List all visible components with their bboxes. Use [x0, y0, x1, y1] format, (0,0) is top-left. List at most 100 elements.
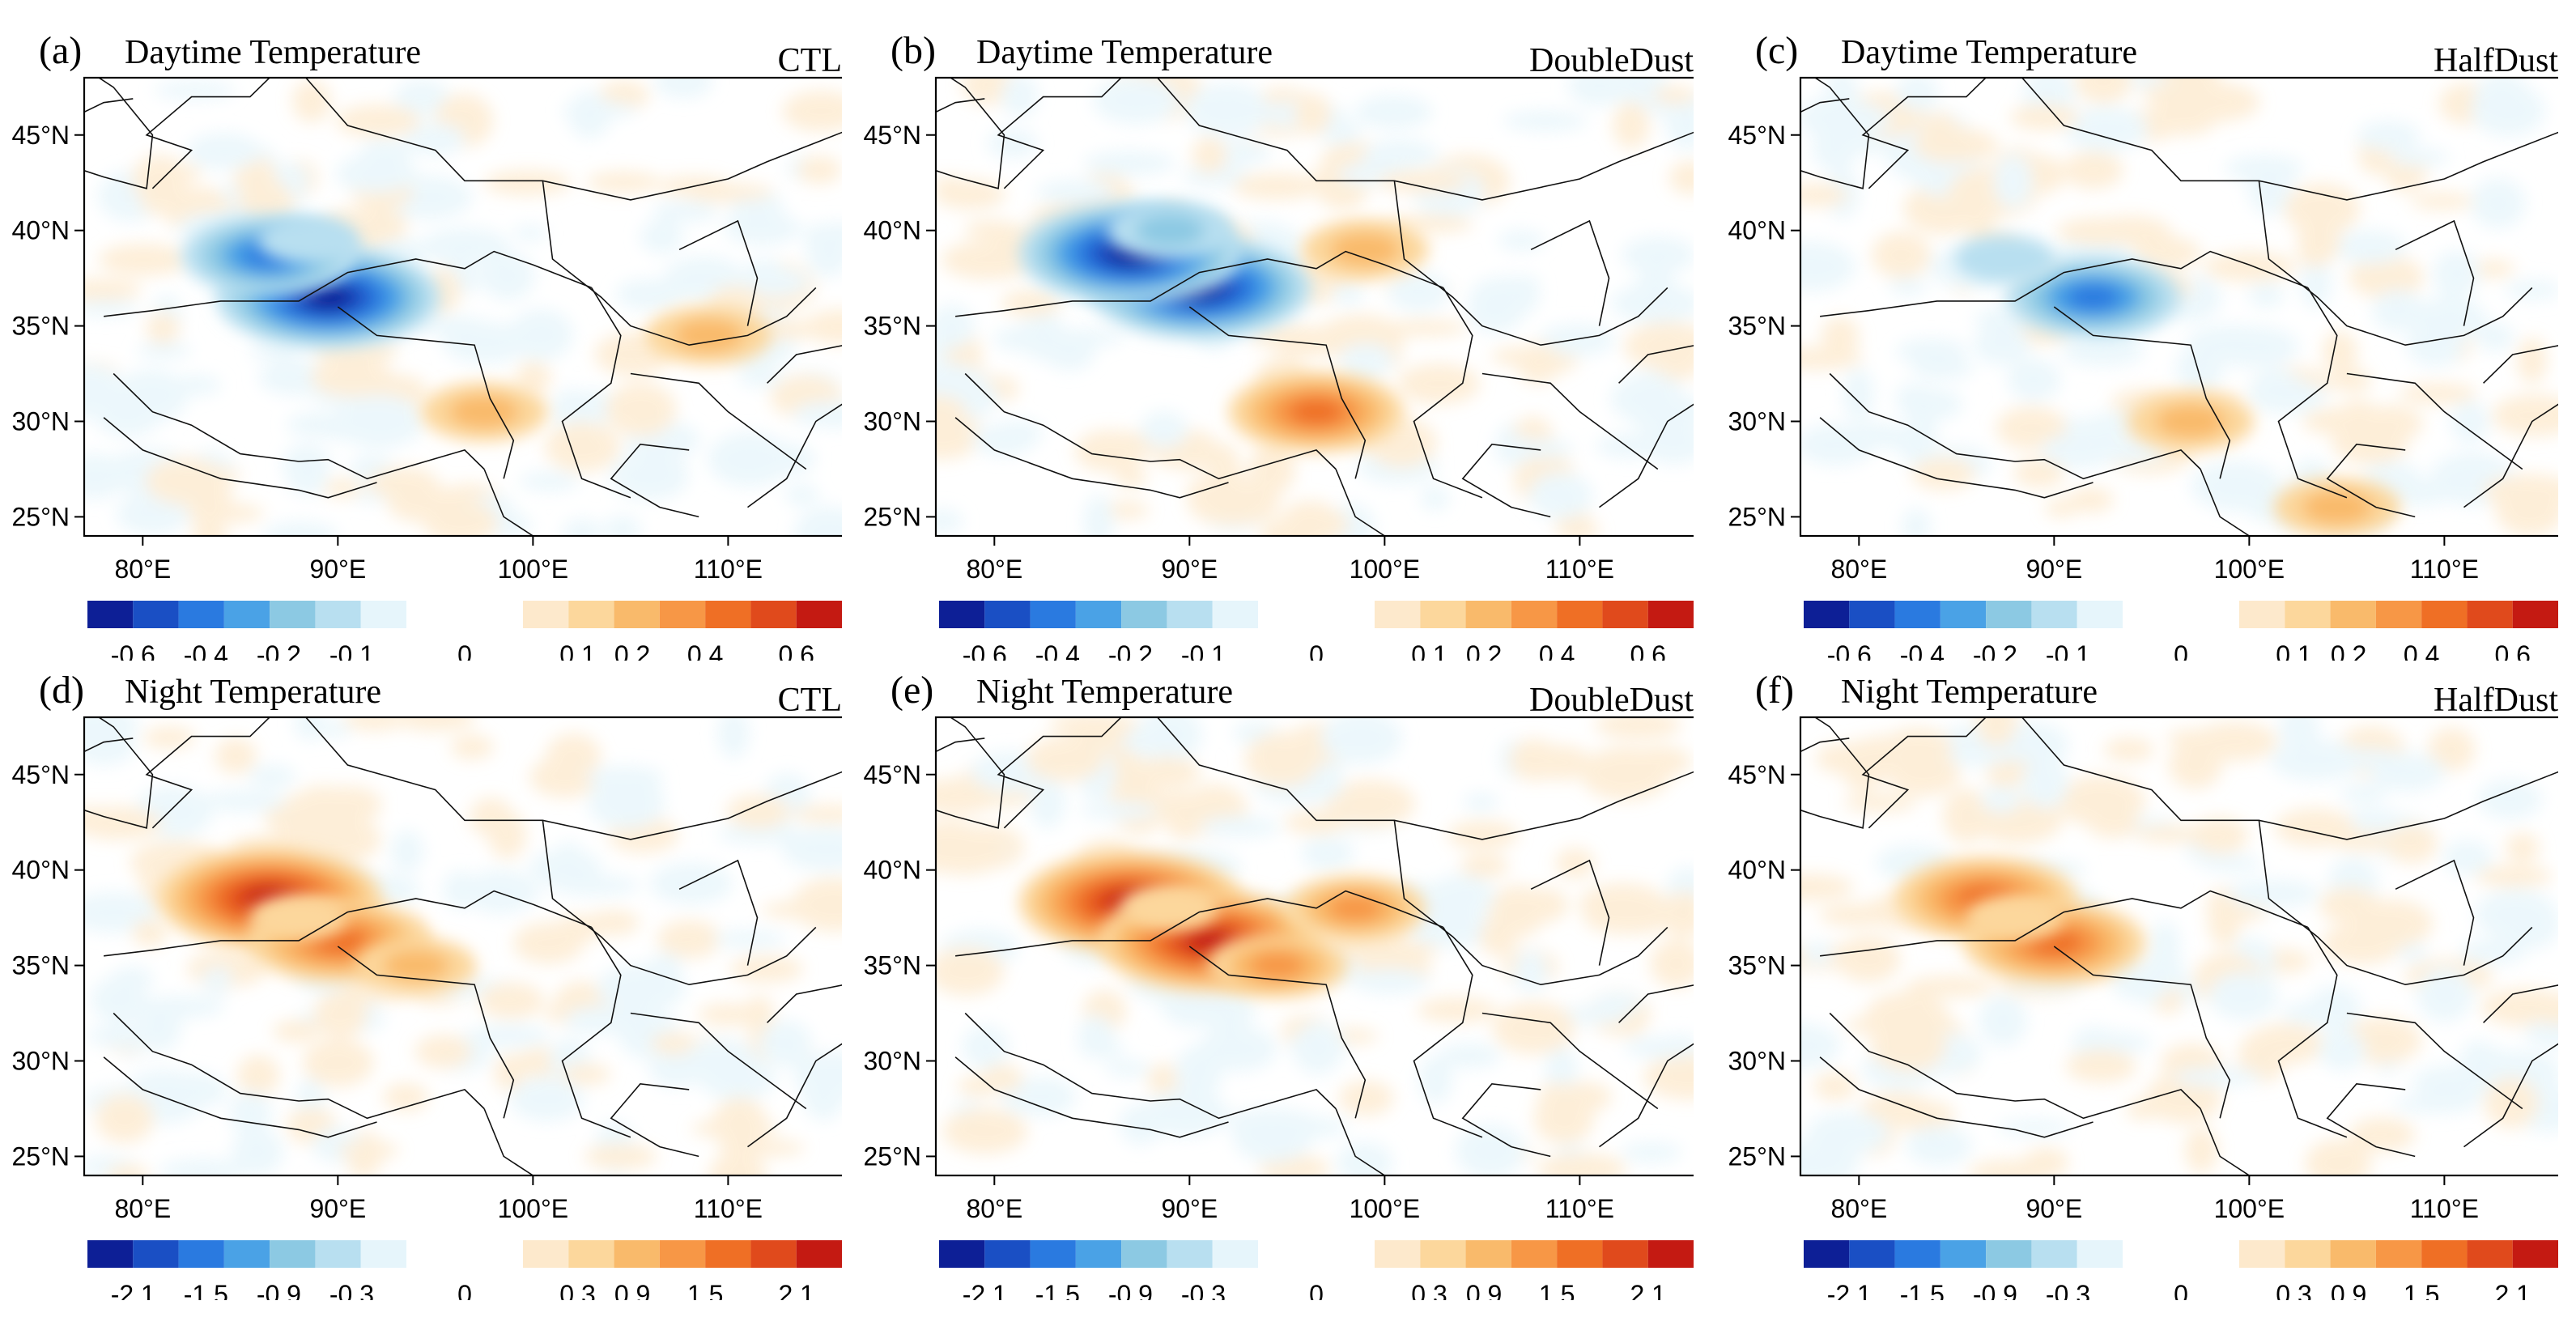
panel-e: 45°N 40°N 35°N 30°N 25°N 80°E 90°E 100°E 110°E (e… [852, 669, 1694, 1300]
colorbar-swatch-positive [1647, 601, 1694, 628]
colorbar-swatch-negative [1804, 601, 1850, 628]
temperature-field [936, 78, 1694, 536]
colorbar-label: 0.1 [559, 640, 595, 661]
colorbar-swatch-positive [2330, 601, 2376, 628]
colorbar-label: -0.1 [1181, 640, 1226, 661]
colorbar-label: 0 [1309, 640, 1324, 661]
x-tick-label: 80°E [114, 1194, 171, 1223]
colorbar-label: -0.9 [1108, 1280, 1153, 1300]
anomaly-weak-cooling-taklimakan [1954, 235, 2057, 283]
panel-c: 45°N 40°N 35°N 30°N 25°N 80°E 90°E 100°E 110°E (c… [1716, 29, 2558, 661]
colorbar-swatch-negative [2077, 601, 2123, 628]
colorbar-label: -0.3 [329, 1280, 374, 1300]
temperature-field [1800, 717, 2558, 1175]
colorbar-label: -0.6 [111, 640, 155, 661]
anomaly-warm-spot-qinghai [1229, 372, 1404, 453]
map-frame [83, 76, 842, 538]
colorbar-swatch-positive [1375, 601, 1421, 628]
x-tick-label: 110°E [694, 555, 763, 584]
colorbar-label: -0.2 [1108, 640, 1153, 661]
colorbar-label: 0.1 [1411, 640, 1447, 661]
y-tick-label: 35°N [1728, 312, 1787, 341]
colorbar-swatch-negative [178, 1240, 224, 1268]
colorbar-label: 2.1 [2494, 1280, 2530, 1300]
colorbar-swatch-negative [1121, 1240, 1167, 1268]
colorbar-swatch-negative [1986, 1240, 2032, 1268]
colorbar-label: 0.2 [2331, 640, 2366, 661]
colorbar-swatch-positive [2467, 601, 2513, 628]
colorbar-label: 0 [457, 640, 472, 661]
panel-title: Daytime Temperature [1841, 34, 2137, 71]
anomaly-cooling-center-tarim-south-rim [2005, 257, 2181, 338]
country-borders [84, 78, 842, 536]
colorbar-swatch-positive [1375, 1240, 1421, 1268]
map-frame [934, 76, 1694, 538]
colorbar-swatch-positive [1602, 1240, 1648, 1268]
panel-b: 45°N 40°N 35°N 30°N 25°N 80°E 90°E 100°E 110°E (b… [852, 29, 1694, 661]
colorbar-swatch-positive [614, 601, 660, 628]
colorbar-swatch-negative [2031, 1240, 2077, 1268]
panel-letter: (f) [1755, 669, 1794, 712]
y-tick-label: 40°N [864, 856, 922, 885]
x-tick-label: 100°E [498, 555, 569, 584]
colorbar-swatch-negative [1167, 1240, 1213, 1268]
colorbar-swatch-negative [1030, 601, 1076, 628]
anomaly-warm-spot-qinghai [356, 937, 476, 994]
anomaly-warm-halo-taklimakan [1120, 885, 1220, 932]
colorbar-swatch-positive [1647, 1240, 1694, 1268]
anomaly-warm-spot-sichuan [2273, 478, 2400, 536]
panel-e-svg: 45°N 40°N 35°N 30°N 25°N 80°E 90°E 100°E 110°E (e… [864, 669, 1694, 1300]
x-tick-label: 80°E [1830, 1194, 1887, 1223]
panel-d-svg: 45°N 40°N 35°N 30°N 25°N 80°E 90°E 100°E 110°E (d… [12, 669, 842, 1300]
experiment-label: HalfDust [2434, 682, 2558, 719]
colorbar-swatch-positive [2421, 1240, 2468, 1268]
colorbar-label: 0.3 [559, 1280, 595, 1300]
colorbar-swatch-negative [2031, 601, 2077, 628]
y-tick-label: 40°N [12, 216, 70, 245]
anomaly-warm-spot-sichuan [645, 306, 772, 365]
panel-a-svg: 45°N 40°N 35°N 30°N 25°N 80°E 90°E 100°E 110°E (a… [12, 29, 842, 661]
y-tick-label: 30°N [1728, 407, 1787, 436]
panel-b-svg: 45°N 40°N 35°N 30°N 25°N 80°E 90°E 100°E 110°E (b… [864, 29, 1694, 661]
colorbar-swatch-negative [315, 1240, 361, 1268]
y-tick-label: 35°N [12, 951, 70, 980]
country-borders [936, 717, 1694, 1175]
colorbar-swatch-positive [1465, 601, 1511, 628]
anomaly-warm-spot-gansu [1302, 219, 1429, 279]
colorbar-label: 0 [457, 1280, 472, 1300]
colorbar-label: -0.2 [1973, 640, 2017, 661]
colorbar-swatch-negative [984, 1240, 1031, 1268]
panel-c-svg: 45°N 40°N 35°N 30°N 25°N 80°E 90°E 100°E 110°E (c… [1728, 29, 2558, 661]
y-tick-label: 30°N [864, 1047, 922, 1076]
colorbar-label: 0.9 [614, 1280, 650, 1300]
colorbar-label: 0.4 [687, 640, 723, 661]
x-tick-label: 110°E [694, 1194, 763, 1223]
colorbar-label: -0.3 [1181, 1280, 1226, 1300]
colorbar-swatch-positive [2239, 601, 2285, 628]
experiment-label: DoubleDust [1529, 42, 1694, 79]
colorbar-label: 0.3 [1411, 1280, 1447, 1300]
temperature-field [84, 78, 842, 536]
x-tick-label: 110°E [1545, 555, 1614, 584]
country-borders [1800, 717, 2558, 1175]
colorbar: -2.1 -1.5 -0.9 -0.3 0 0.3 0.9 1.5 2.1 [1804, 1240, 2558, 1300]
colorbar-swatch-positive [1602, 601, 1648, 628]
colorbar-label: 0 [2174, 640, 2188, 661]
x-tick-label: 80°E [966, 1194, 1022, 1223]
colorbar-label: -0.1 [2046, 640, 2090, 661]
colorbar-swatch-positive [2330, 1240, 2376, 1268]
panel-title: Daytime Temperature [976, 34, 1273, 71]
temperature-field [1800, 78, 2558, 536]
colorbar-swatch-positive [2421, 601, 2468, 628]
colorbar-swatch-positive [2512, 601, 2558, 628]
colorbar-swatch-negative [1030, 1240, 1076, 1268]
colorbar-swatch-negative [984, 601, 1031, 628]
colorbar-swatch-positive [568, 1240, 614, 1268]
colorbar-swatch-negative [1894, 601, 1941, 628]
y-tick-label: 30°N [1728, 1047, 1787, 1076]
x-tick-label: 90°E [1161, 1194, 1218, 1223]
colorbar-label: 0.6 [2494, 640, 2530, 661]
x-tick-label: 110°E [1545, 1194, 1614, 1223]
y-tick-label: 40°N [864, 216, 922, 245]
